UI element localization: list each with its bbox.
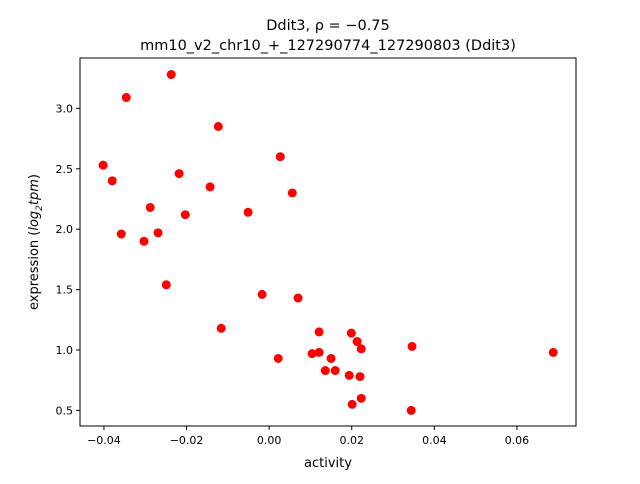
data-point [330, 366, 340, 376]
x-tick-label: 0.02 [339, 434, 364, 447]
plot-frame [79, 57, 577, 427]
data-point [243, 207, 253, 217]
y-tick-label: 3.0 [56, 102, 74, 115]
data-point [548, 347, 558, 357]
y-axis-ticks: 0.5 1.0 1.5 2.0 2.5 3.0 [56, 102, 80, 417]
y-axis-label: expression (log2tpm) [27, 174, 45, 310]
data-point [216, 323, 226, 333]
y-tick-label: 2.0 [56, 223, 74, 236]
data-point [180, 210, 190, 220]
data-point [98, 160, 108, 170]
x-tick-label: −0.02 [170, 434, 204, 447]
data-point [139, 236, 149, 246]
data-point [174, 169, 184, 179]
points-group [98, 70, 558, 415]
x-tick-label: 0.00 [257, 434, 282, 447]
data-point [307, 349, 317, 359]
y-tick-label: 2.5 [56, 163, 74, 176]
data-point [314, 327, 324, 337]
data-point [326, 353, 336, 363]
y-tick-label: 0.5 [56, 404, 74, 417]
data-point [107, 176, 117, 186]
x-tick-label: −0.04 [87, 434, 121, 447]
data-point [320, 366, 330, 376]
y-tick-label: 1.5 [56, 284, 74, 297]
x-axis-ticks: −0.04 −0.02 0.00 0.02 0.04 0.06 [87, 426, 529, 447]
data-point [407, 341, 417, 351]
data-point [205, 182, 215, 192]
data-point [355, 372, 365, 382]
x-axis-label: activity [304, 456, 352, 471]
data-point [346, 328, 356, 338]
data-point [293, 293, 303, 303]
data-point [116, 229, 126, 239]
data-point [352, 337, 362, 347]
data-point [406, 405, 416, 415]
data-point [257, 289, 267, 299]
data-point [356, 344, 366, 354]
data-point [347, 399, 357, 409]
data-point [153, 228, 163, 238]
chart-title-line2: mm10_v2_chr10_+_127290774_127290803 (Ddi… [140, 38, 516, 54]
data-point [356, 393, 366, 403]
y-tick-label: 1.0 [56, 344, 74, 357]
data-point [344, 370, 354, 380]
chart-title-line1: Ddit3, ρ = −0.75 [266, 18, 390, 34]
data-point [161, 280, 171, 290]
data-point [121, 93, 131, 103]
data-point [166, 70, 176, 80]
x-tick-label: 0.06 [505, 434, 530, 447]
x-tick-label: 0.04 [422, 434, 447, 447]
data-point [213, 122, 223, 132]
data-point [273, 353, 283, 363]
data-point [314, 347, 324, 357]
data-point [275, 152, 285, 162]
data-point [287, 188, 297, 198]
data-point [145, 202, 155, 212]
